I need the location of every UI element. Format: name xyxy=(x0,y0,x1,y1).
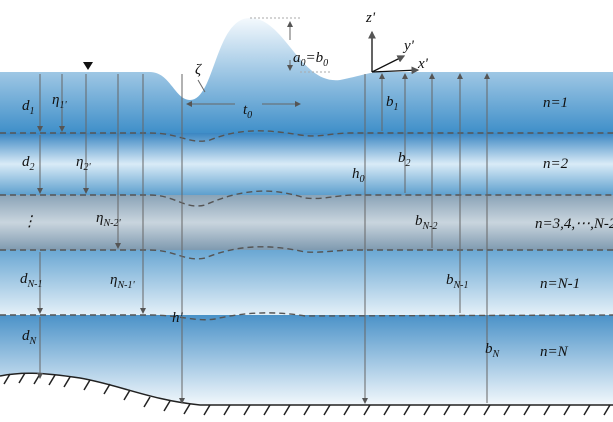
subscript: 1' xyxy=(59,100,67,111)
subscript: 2 xyxy=(30,162,35,173)
label-text: h' xyxy=(172,310,184,326)
label-text: ζ xyxy=(195,62,202,78)
water-layers xyxy=(0,18,613,405)
label-text: z' xyxy=(365,10,376,26)
label: ⋮ xyxy=(22,214,37,230)
label-text: η xyxy=(76,154,83,170)
subscript: N-2' xyxy=(102,218,121,229)
label-text: n=N xyxy=(540,344,569,360)
subscript: N xyxy=(492,349,501,360)
label-text: y' xyxy=(402,38,415,54)
subscript: 1 xyxy=(30,106,35,117)
label-text: η xyxy=(52,92,59,108)
label-text: n=1 xyxy=(543,95,568,111)
subscript: N-1' xyxy=(116,280,135,291)
label-text: a xyxy=(293,50,301,66)
diagram: a0=b0z'y'x'ζt0d1η1'b1n=1d2η2'b2n=2h0⋮ηN-… xyxy=(0,0,613,417)
subscript: 2 xyxy=(406,158,411,169)
label: y' xyxy=(402,38,415,54)
subscript: N-1 xyxy=(27,279,43,290)
label: n=2 xyxy=(543,156,569,172)
label-text: x' xyxy=(417,56,429,72)
label-text: =b xyxy=(306,50,324,66)
label: x' xyxy=(417,56,429,72)
subscript: N-2 xyxy=(422,221,438,232)
label-text: n=N-1 xyxy=(540,276,580,292)
label-text: h xyxy=(352,166,360,182)
subscript: N xyxy=(29,336,38,347)
subscript: 1 xyxy=(394,102,399,113)
label: n=N xyxy=(540,344,569,360)
subscript: 2' xyxy=(83,162,91,173)
subscript: 0 xyxy=(323,58,328,69)
label: ζ xyxy=(195,62,202,78)
label-text: η xyxy=(96,210,103,226)
label: n=3,4,⋯,N-2 xyxy=(535,216,613,232)
label-text: η xyxy=(110,272,117,288)
label-text: n=2 xyxy=(543,156,569,172)
subscript: N-1 xyxy=(453,280,469,291)
label: n=N-1 xyxy=(540,276,580,292)
label: z' xyxy=(365,10,376,26)
subscript: 0 xyxy=(360,174,365,185)
label: n=1 xyxy=(543,95,568,111)
label: h' xyxy=(172,310,184,326)
subscript: 0 xyxy=(247,110,252,121)
label-text: ⋮ xyxy=(22,214,37,230)
label-text: n=3,4,⋯,N-2 xyxy=(535,216,613,232)
